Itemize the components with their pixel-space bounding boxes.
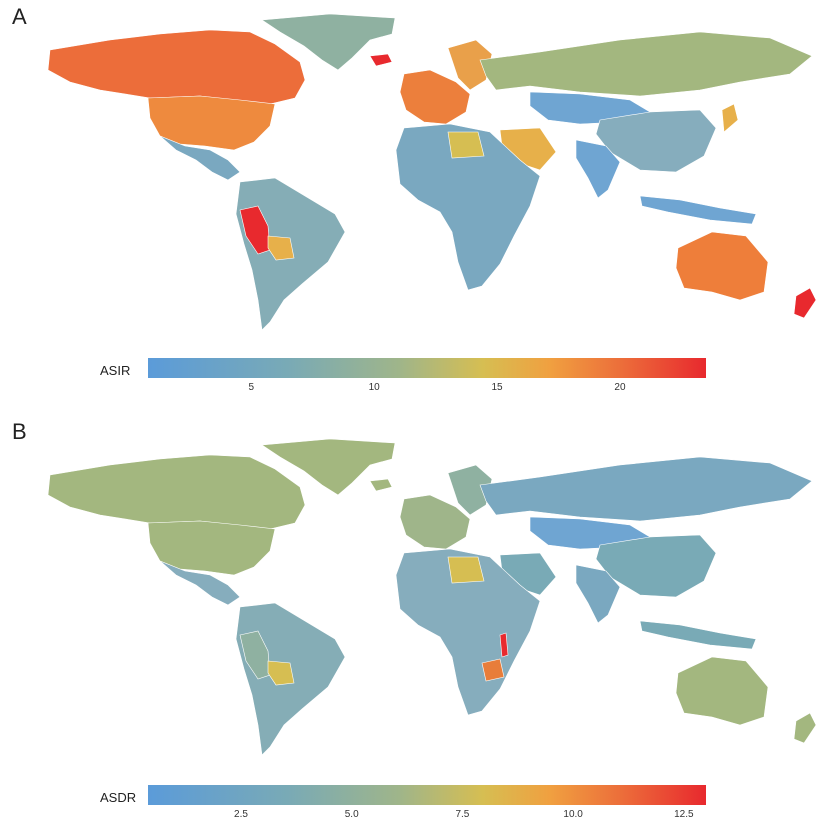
legend-tick-mark	[573, 805, 575, 808]
legend-asir: ASIR 5 10 15 20	[100, 358, 720, 408]
panel-label: A	[12, 4, 27, 29]
china	[595, 534, 717, 598]
zimbabwe	[481, 658, 505, 682]
legend-tick-mark	[351, 805, 353, 808]
legend-tick-mark	[619, 378, 621, 381]
legend-tick-mark	[497, 378, 499, 381]
canada	[47, 29, 306, 105]
usa	[147, 520, 276, 576]
indonesia	[639, 195, 757, 225]
libya	[447, 556, 485, 584]
panel-b: B ASDR 2.5 5.0 7	[0, 415, 834, 831]
australia	[675, 656, 769, 726]
africa	[395, 548, 541, 716]
legend-tick-mark	[462, 805, 464, 808]
western-europe	[399, 494, 471, 550]
india	[575, 564, 621, 624]
legend-tick-label: 7.5	[455, 809, 470, 820]
russia	[479, 31, 813, 97]
iceland	[369, 53, 393, 67]
legend-tick-label: 5	[248, 382, 255, 393]
color-bar	[148, 785, 706, 805]
russia	[479, 456, 813, 522]
indonesia	[639, 620, 757, 650]
africa	[395, 123, 541, 291]
legend-tick-mark	[251, 378, 253, 381]
legend-tick-label: 12.5	[674, 809, 694, 820]
legend-tick-mark	[241, 805, 242, 808]
scandinavia	[447, 464, 493, 516]
legend-tick-mark	[374, 378, 376, 381]
map-countries	[47, 438, 817, 756]
world-map-asir	[47, 13, 817, 331]
western-europe	[399, 69, 471, 125]
malawi	[499, 632, 509, 658]
canada	[47, 454, 306, 530]
legend-tick-mark	[683, 805, 685, 808]
india	[575, 139, 621, 199]
mexico	[159, 135, 241, 181]
legend-tick-label: 15	[491, 382, 503, 393]
iceland	[369, 478, 393, 492]
legend-title: ASIR	[100, 363, 131, 378]
legend-asdr: ASDR 2.5 5.0 7.5 10.0 12.5	[100, 785, 720, 835]
bolivia	[267, 660, 295, 686]
color-bar	[148, 358, 706, 378]
panel-a: A	[0, 0, 834, 410]
new-zealand	[793, 287, 817, 319]
legend-title: ASDR	[100, 790, 137, 805]
australia	[675, 231, 769, 301]
scandinavia	[447, 39, 493, 91]
china	[595, 109, 717, 173]
greenland	[261, 13, 396, 71]
panel-label: B	[12, 419, 27, 444]
legend-tick-label: 10.0	[563, 809, 583, 820]
legend-tick-label: 10	[368, 382, 380, 393]
world-map-asdr	[47, 438, 817, 756]
usa	[147, 95, 276, 151]
libya	[447, 131, 485, 159]
legend-tick-label: 5.0	[344, 809, 359, 820]
mexico	[159, 560, 241, 606]
japan	[721, 103, 739, 133]
legend-tick-label: 2.5	[234, 809, 248, 820]
legend-tick-label: 20	[614, 382, 626, 393]
new-zealand	[793, 712, 817, 744]
bolivia	[267, 235, 295, 261]
map-countries	[47, 13, 817, 331]
greenland	[261, 438, 396, 496]
